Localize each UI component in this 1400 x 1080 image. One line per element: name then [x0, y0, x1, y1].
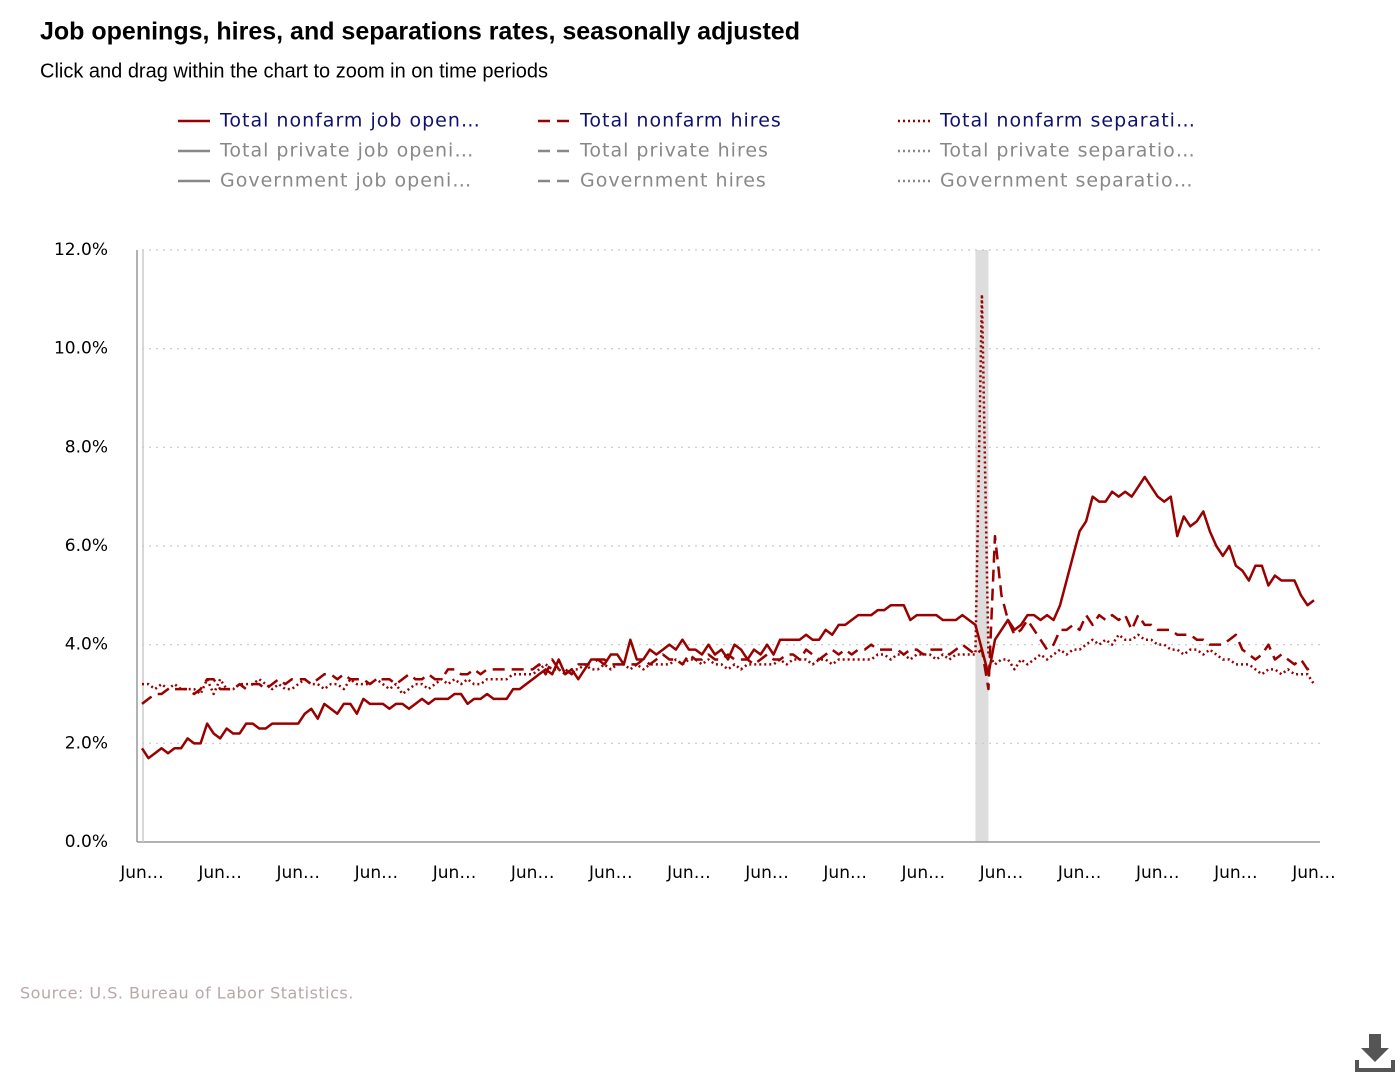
source-note: Source: U.S. Bureau of Labor Statistics. [20, 984, 354, 1003]
y-tick-label: 8.0% [65, 437, 108, 457]
x-tick-label: Jun… [1213, 863, 1258, 883]
series-line [140, 475, 1315, 760]
legend-label: Total private job openi… [219, 140, 474, 162]
legend-label: Total nonfarm hires [579, 110, 782, 132]
y-tick-label: 6.0% [65, 536, 108, 556]
legend-item[interactable]: Government job openi… [178, 170, 472, 192]
chart-title: Job openings, hires, and separations rat… [40, 18, 800, 46]
legend-item[interactable]: Government separatio… [898, 170, 1194, 192]
x-tick-label: Jun… [822, 863, 867, 883]
y-tick-label: 2.0% [65, 733, 108, 753]
series-line [141, 534, 1315, 705]
y-tick-label: 4.0% [65, 635, 108, 655]
x-tick-label: Jun… [432, 863, 477, 883]
legend-item[interactable]: Total private hires [538, 140, 769, 162]
legend-label: Total private separatio… [939, 140, 1196, 162]
legend-label: Government separatio… [940, 170, 1194, 192]
x-tick-label: Jun… [588, 863, 633, 883]
x-tick-label: Jun… [666, 863, 711, 883]
legend-item[interactable]: Total private job openi… [178, 140, 474, 162]
x-tick-label: Jun… [744, 863, 789, 883]
x-tick-label: Jun… [1135, 863, 1180, 883]
legend-label: Government job openi… [220, 170, 472, 192]
legend-label: Total nonfarm separati… [939, 110, 1196, 132]
x-tick-label: Jun… [1057, 863, 1102, 883]
chart-subtitle: Click and drag within the chart to zoom … [40, 60, 548, 82]
download-button[interactable] [1352, 1030, 1396, 1074]
legend-item[interactable]: Government hires [538, 170, 767, 192]
shaded-period [975, 250, 989, 842]
x-tick-label: Jun… [197, 863, 242, 883]
y-tick-label: 0.0% [65, 832, 108, 852]
y-tick-label: 10.0% [54, 339, 108, 359]
x-tick-label: Jun… [1291, 863, 1336, 883]
series-line [142, 293, 1316, 696]
legend-label: Government hires [580, 170, 767, 192]
legend-item[interactable]: Total private separatio… [898, 140, 1196, 162]
x-tick-label: Jun… [901, 863, 946, 883]
legend-item[interactable]: Total nonfarm hires [538, 110, 782, 132]
download-tray [1355, 1060, 1395, 1072]
x-tick-label: Jun… [354, 863, 399, 883]
x-tick-label: Jun… [119, 863, 164, 883]
y-tick-label: 12.0% [54, 240, 108, 260]
x-tick-label: Jun… [275, 863, 320, 883]
x-tick-label: Jun… [979, 863, 1024, 883]
x-tick-label: Jun… [510, 863, 555, 883]
legend-label: Total nonfarm job open… [219, 110, 481, 132]
legend-label: Total private hires [579, 140, 769, 162]
download-arrow [1361, 1034, 1389, 1062]
legend-item[interactable]: Total nonfarm separati… [898, 110, 1196, 132]
legend-item[interactable]: Total nonfarm job open… [178, 110, 481, 132]
